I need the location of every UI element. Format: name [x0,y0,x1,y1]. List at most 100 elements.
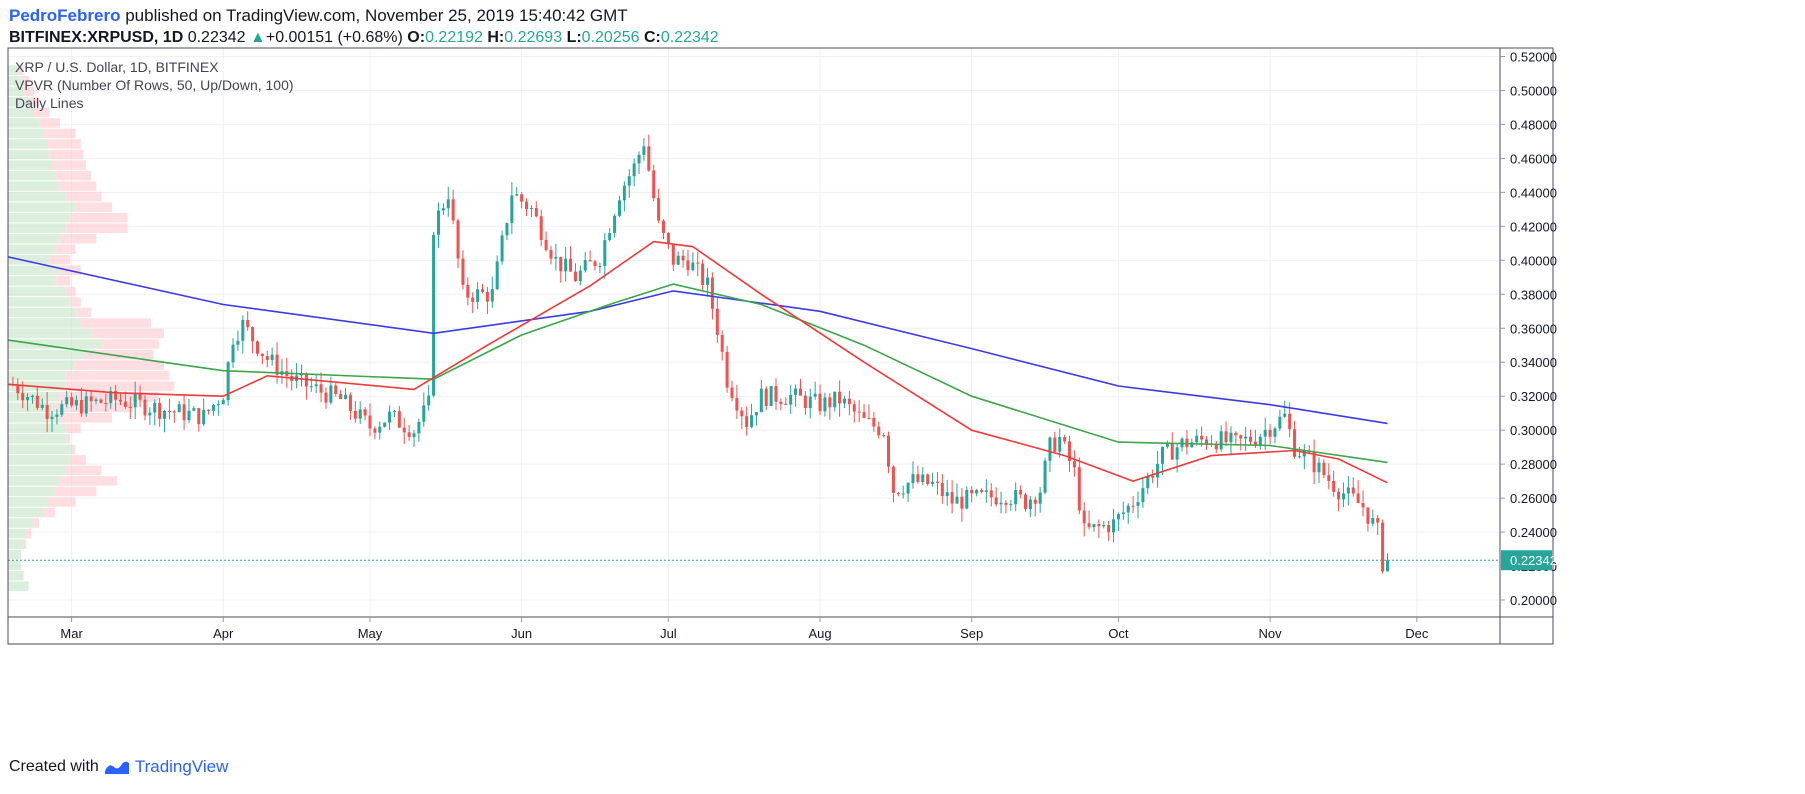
candle-body-up [1283,413,1287,417]
candle-body-up [754,412,758,416]
y-tick-label: 0.28000 [1510,457,1557,472]
candle-body-down [319,384,323,393]
candle-body-up [808,396,812,408]
candle-body-down [569,258,573,272]
candle-body-down [1293,429,1297,457]
candle-body-up [490,289,494,302]
candle-body-up [637,154,641,164]
candle-body-up [564,258,568,272]
candle-body-down [696,262,700,264]
candle-body-up [202,409,206,425]
candle-body-down [368,415,372,429]
vp-up-bar [8,455,71,465]
candle-body-up [74,400,79,406]
vp-up-bar [8,528,27,539]
candle-body-down [35,395,39,408]
candles [11,134,1390,574]
candle-body-up [955,496,959,504]
candle-body-down [265,356,269,361]
vp-up-bar [8,349,86,360]
candle-body-up [30,395,34,398]
candle-body-up [500,235,504,262]
candle-body-down [764,388,768,407]
x-tick-label: Mar [60,626,83,641]
y-tick-label: 0.38000 [1510,287,1557,302]
low-value: 0.20256 [581,29,640,46]
candle-body-down [339,393,343,400]
candle-body-up [1371,518,1375,524]
candle-body-down [1097,524,1101,527]
candle-body-up [813,393,817,397]
candle-body-up [622,185,626,201]
vp-down-bar [34,107,50,118]
vp-down-bar [54,276,71,286]
vp-down-bar [65,381,175,391]
vp-down-bar [67,434,71,444]
candle-body-down [867,417,871,419]
y-tick-label: 0.20000 [1510,593,1557,608]
candle-body-up [750,415,754,427]
x-tick-label: Dec [1405,626,1429,641]
candle-body-down [1151,476,1155,478]
candle-body-down [647,146,651,171]
y-tick-label: 0.46000 [1510,151,1557,166]
candle-body-down [275,354,279,375]
candle-body-down [1249,436,1253,442]
candle-body-down [1381,522,1385,572]
candle-body-up [495,261,499,290]
candle-body-up [1258,436,1262,446]
vp-down-bar [21,76,29,86]
candle-body-down [207,409,211,411]
candle-body-down [852,404,856,412]
candle-body-up [40,404,44,408]
candle-body-down [891,466,895,493]
candle-body-down [353,410,357,419]
candle-body-down [681,255,685,261]
symbol-label: BITFINEX:XRPUSD, 1D [9,29,184,46]
candle-body-up [236,340,240,345]
candle-body-down [1361,503,1365,508]
candle-body-down [818,393,822,412]
vp-down-bar [23,86,34,97]
candle-body-down [1312,452,1316,473]
vp-up-bar [8,549,21,560]
candle-body-up [1302,450,1306,457]
candle-body-down [916,474,920,482]
vp-up-bar [8,307,76,318]
vp-up-bar [8,244,55,255]
candle-body-up [984,490,988,492]
candle-body-up [216,404,220,406]
tradingview-brand-link[interactable]: TradingView [134,757,229,776]
candle-body-down [158,402,162,419]
candle-body-up [309,386,313,388]
candle-body-up [1346,487,1350,494]
candle-body-down [730,387,734,399]
change-value: +0.00151 (+0.68%) [265,29,403,46]
candle-body-up [706,277,710,285]
vp-down-bar [65,191,102,202]
candle-body-up [1165,442,1169,447]
author-link[interactable]: PedroFebrero [9,6,121,25]
tradingview-logo-icon [104,761,129,774]
vp-up-bar [8,434,68,444]
candle-body-up [632,163,636,177]
candle-body-down [1019,489,1023,495]
y-tick-label: 0.34000 [1510,355,1557,370]
candle-body-up [1014,489,1018,505]
vp-down-bar [49,255,71,265]
vp-down-bar [75,307,92,318]
candle-body-up [329,385,333,403]
candle-body-down [828,397,832,408]
candle-body-up [794,388,798,395]
candle-body-down [1077,467,1081,511]
candle-body-up [578,270,582,282]
candle-body-up [192,408,196,411]
y-tick-label: 0.24000 [1510,525,1557,540]
candle-body-up [1043,460,1047,493]
vp-up-bar [8,391,60,402]
legend-line-1: XRP / U.S. Dollar, 1D, BITFINEX [15,59,219,75]
candle-body-up [177,404,181,413]
candle-body-down [363,409,367,416]
